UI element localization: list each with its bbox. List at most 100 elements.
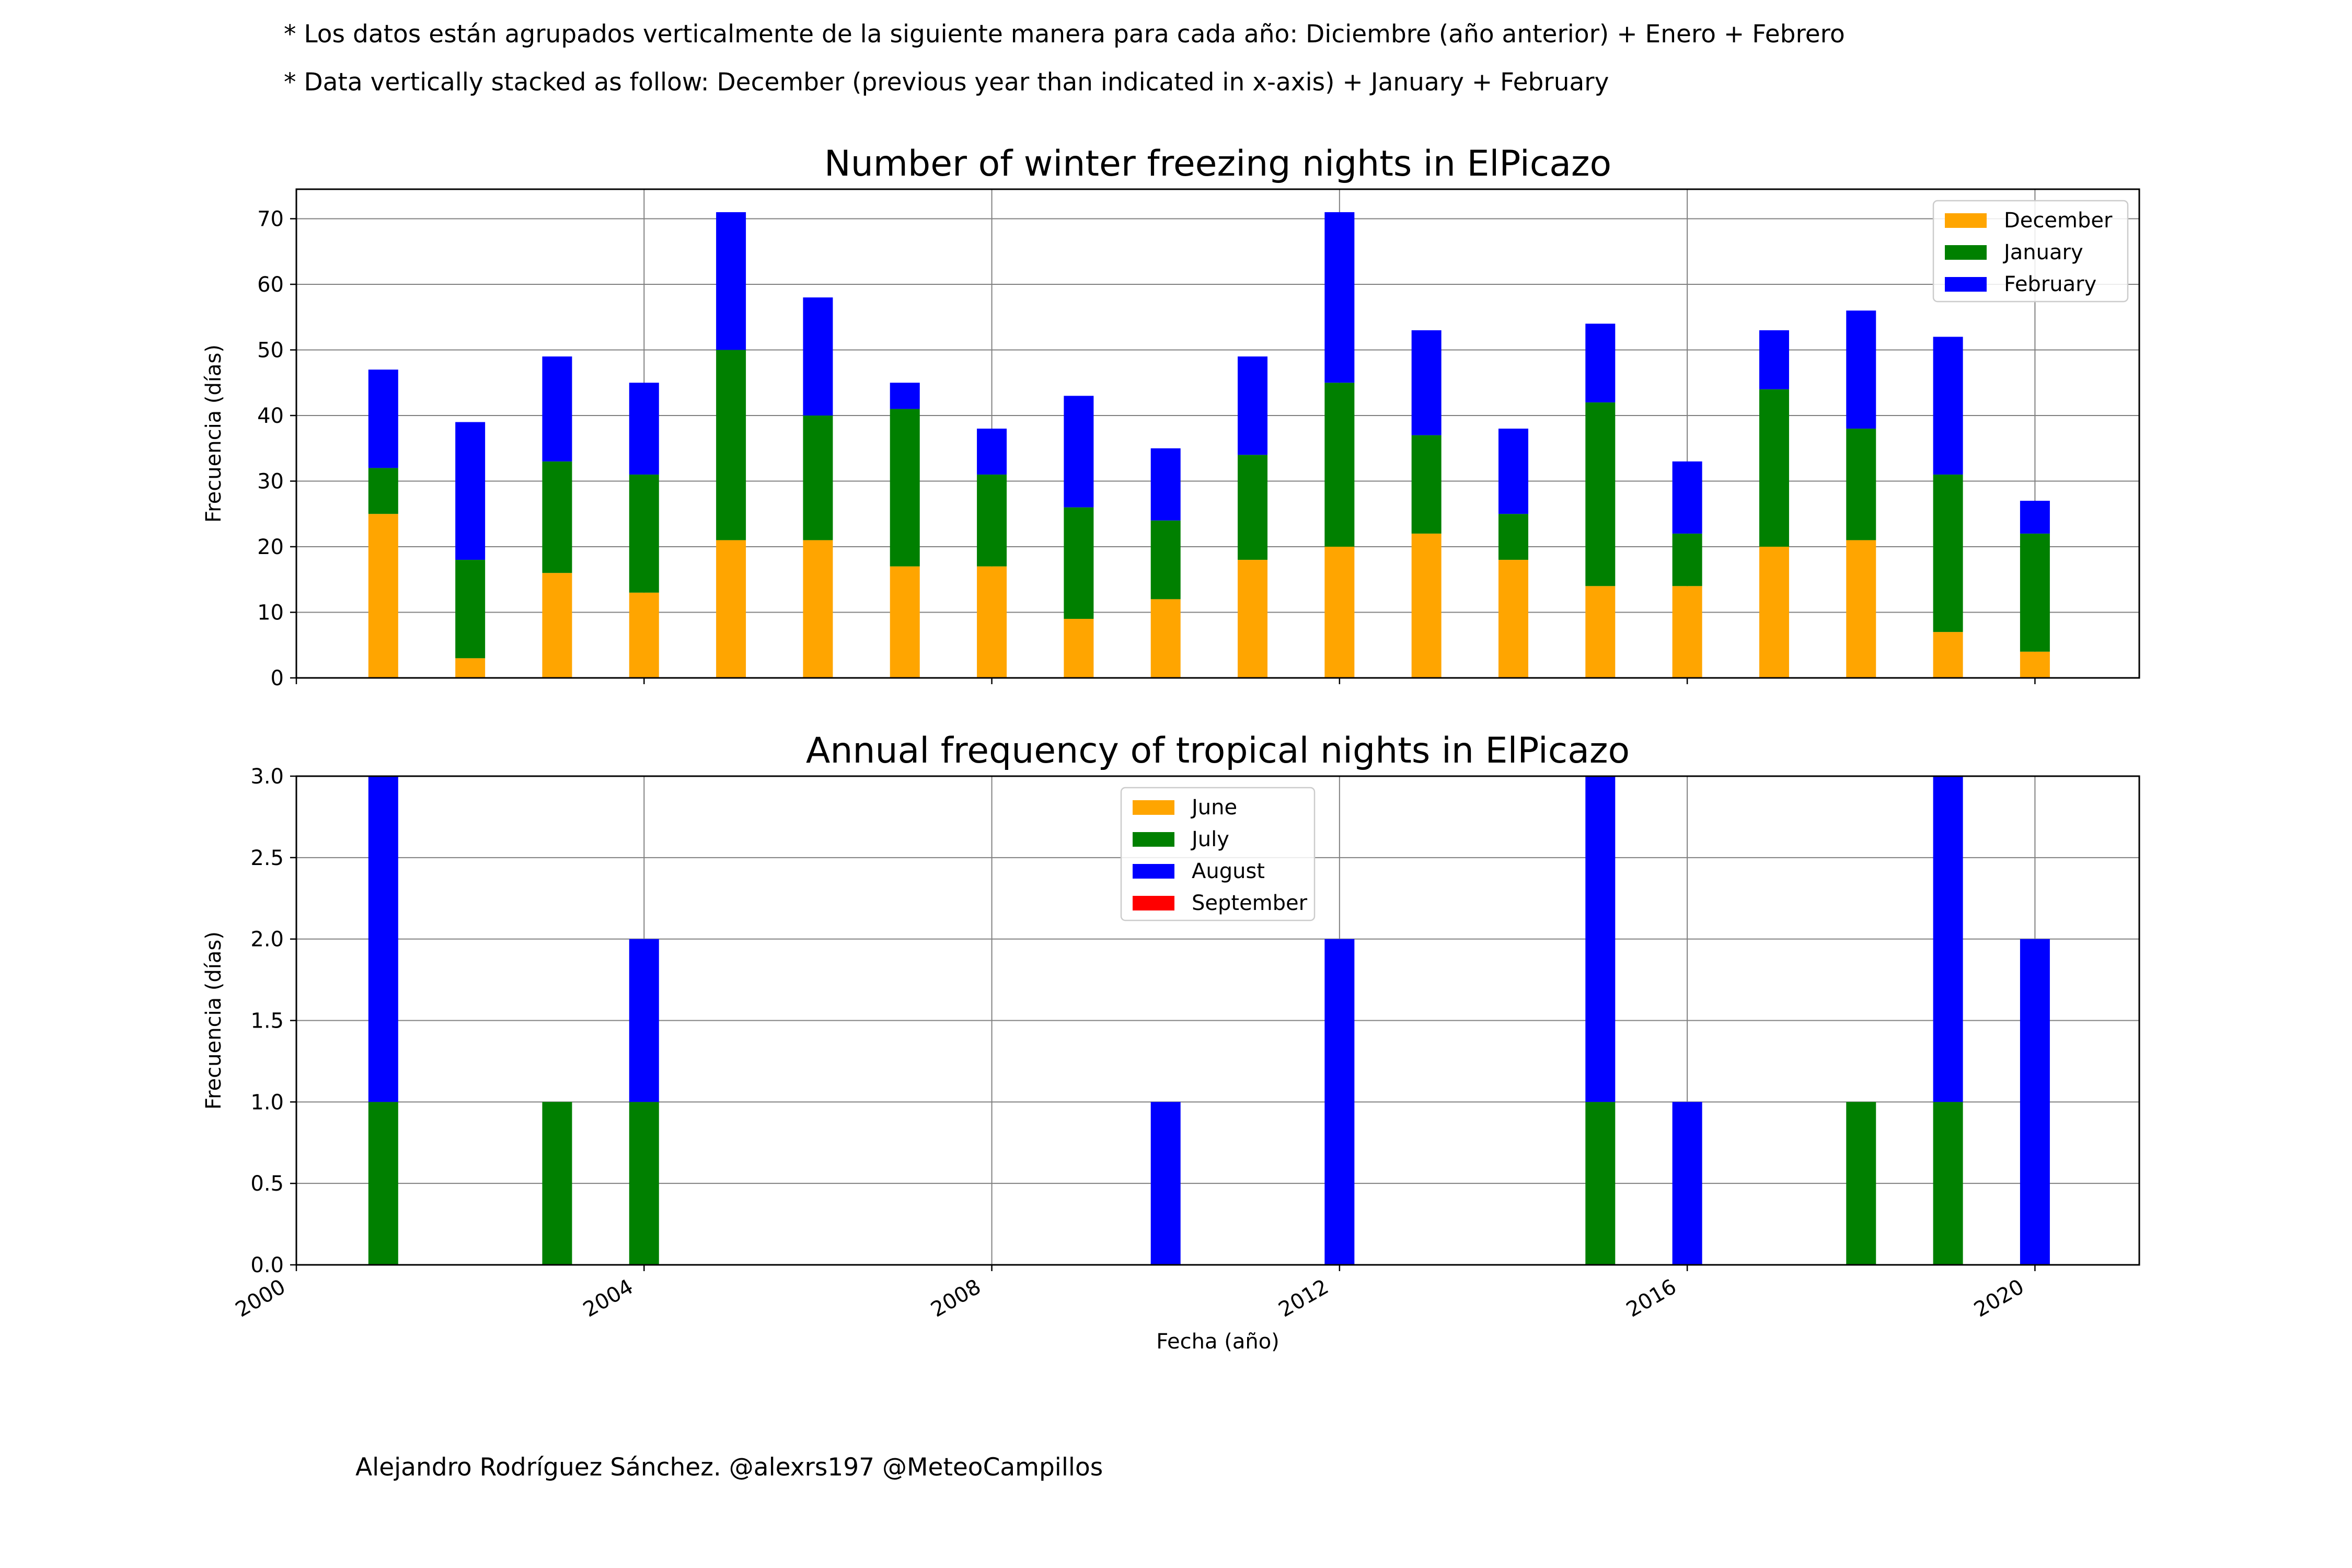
bar-july-2015 — [1585, 1102, 1616, 1265]
x-tick-label: 2008 — [927, 1275, 985, 1322]
bar-february-2004 — [629, 383, 659, 475]
bar-january-2007 — [890, 409, 920, 567]
bar-december-2015 — [1585, 586, 1616, 678]
y-tick-label: 40 — [257, 404, 284, 428]
legend: December January February — [1932, 200, 2129, 303]
bar-february-2011 — [1238, 356, 1268, 455]
y-tick-label: 0.5 — [250, 1172, 284, 1196]
bar-january-2015 — [1585, 402, 1616, 586]
bar-december-2019 — [1933, 632, 1963, 678]
bar-december-2013 — [1411, 533, 1442, 678]
bar-february-2012 — [1324, 212, 1355, 383]
bar-january-2020 — [2020, 533, 2050, 652]
y-tick-label: 10 — [257, 601, 284, 625]
bar-january-2016 — [1672, 533, 1702, 586]
bar-february-2005 — [716, 212, 746, 350]
bar-august-2004 — [629, 939, 659, 1102]
legend-label-december: December — [2004, 209, 2113, 233]
bar-december-2002 — [455, 658, 486, 678]
bar-july-2019 — [1933, 1102, 1963, 1265]
x-axis-label: Fecha (año) — [1156, 1330, 1279, 1354]
chart-title: Number of winter freezing nights in ElPi… — [824, 143, 1611, 185]
bar-january-2012 — [1324, 383, 1355, 547]
note-english: * Data vertically stacked as follow: Dec… — [284, 68, 1609, 97]
bar-january-2009 — [1064, 507, 1094, 619]
legend-label-september: September — [1192, 891, 1308, 915]
legend-box — [1120, 787, 1316, 921]
bar-july-2001 — [368, 1102, 398, 1265]
bar-august-2020 — [2020, 939, 2050, 1265]
x-tick-label: 2016 — [1622, 1275, 1680, 1322]
y-tick-label: 0.0 — [250, 1253, 284, 1277]
legend-label-june: June — [1190, 795, 1237, 820]
bar-december-2006 — [803, 540, 833, 678]
bar-january-2008 — [977, 474, 1007, 567]
bar-december-2007 — [890, 566, 920, 678]
chart-2: 0.0 0.5 1.0 1.5 2.0 2.5 3.0 2000 2004 2008 2012 201… — [202, 730, 2140, 1354]
bar-january-2017 — [1759, 389, 1789, 547]
bar-february-2003 — [542, 356, 572, 462]
bar-august-2019 — [1933, 776, 1963, 1102]
bar-december-2005 — [716, 540, 746, 678]
bar-january-2005 — [716, 350, 746, 540]
bar-february-2007 — [890, 383, 920, 409]
bar-january-2001 — [368, 468, 398, 514]
x-tick-label: 2012 — [1275, 1275, 1333, 1322]
bar-february-2017 — [1759, 330, 1789, 389]
bar-december-2011 — [1238, 560, 1268, 678]
bar-february-2016 — [1672, 461, 1702, 534]
bar-august-2016 — [1672, 1102, 1702, 1265]
bar-february-2020 — [2020, 501, 2050, 534]
bar-february-2008 — [977, 429, 1007, 475]
bar-august-2010 — [1150, 1102, 1181, 1265]
legend-label-august: August — [1192, 859, 1265, 883]
bar-december-2017 — [1759, 546, 1789, 678]
bar-january-2006 — [803, 415, 833, 540]
legend-swatch-july — [1133, 832, 1174, 847]
y-axis-label: Frecuencia (días) — [202, 344, 226, 523]
bar-december-2020 — [2020, 651, 2050, 678]
x-tick-label: 2020 — [1970, 1275, 2028, 1322]
legend: June July August September — [1120, 787, 1316, 921]
bar-february-2001 — [368, 370, 398, 468]
bar-january-2018 — [1846, 429, 1876, 540]
chart-1: 0 10 20 30 40 50 60 70 Number of winter freezing… — [202, 143, 2140, 690]
bar-july-2004 — [629, 1102, 659, 1265]
legend-swatch-september — [1133, 896, 1174, 910]
y-tick-label: 60 — [257, 273, 284, 297]
legend-label-february: February — [2004, 272, 2096, 296]
bar-december-2004 — [629, 592, 659, 678]
bar-january-2004 — [629, 474, 659, 593]
bar-december-2014 — [1498, 560, 1528, 678]
bar-february-2013 — [1411, 330, 1442, 435]
credit-footer: Alejandro Rodríguez Sánchez. @alexrs197 … — [355, 1453, 1103, 1482]
legend-label-july: July — [1190, 827, 1229, 851]
legend-swatch-january — [1945, 245, 1987, 260]
bar-february-2010 — [1150, 448, 1181, 521]
y-tick-label: 20 — [257, 535, 284, 559]
bar-february-2009 — [1064, 396, 1094, 508]
bar-february-2006 — [803, 297, 833, 416]
x-tick-label: 2000 — [232, 1275, 290, 1322]
bar-july-2018 — [1846, 1102, 1876, 1265]
bar-december-2003 — [542, 573, 572, 678]
bar-august-2001 — [368, 776, 398, 1102]
bar-february-2014 — [1498, 429, 1528, 514]
plot-frame — [295, 188, 2140, 679]
bar-august-2012 — [1324, 939, 1355, 1265]
bar-january-2014 — [1498, 514, 1528, 560]
bar-december-2012 — [1324, 546, 1355, 678]
bar-december-2018 — [1846, 540, 1876, 678]
bar-january-2010 — [1150, 520, 1181, 599]
y-tick-label: 50 — [257, 338, 284, 362]
bar-january-2003 — [542, 461, 572, 573]
bar-july-2003 — [542, 1102, 572, 1265]
bar-february-2015 — [1585, 324, 1616, 402]
bar-december-2001 — [368, 514, 398, 678]
chart-title: Annual frequency of tropical nights in E… — [806, 730, 1630, 771]
x-tick-label: 2004 — [579, 1275, 637, 1322]
legend-swatch-june — [1133, 800, 1174, 815]
bar-december-2010 — [1150, 599, 1181, 678]
bar-january-2011 — [1238, 455, 1268, 560]
